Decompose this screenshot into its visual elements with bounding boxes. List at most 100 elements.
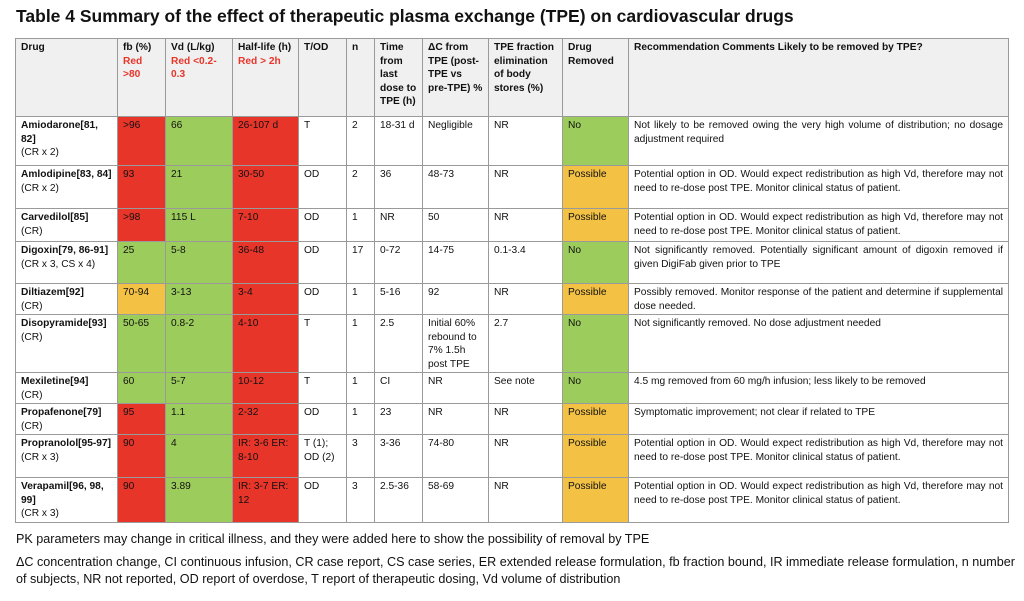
evidence-type: (CR x 3, CS x 4) xyxy=(21,258,96,270)
cell-value: 50-65 xyxy=(123,318,150,329)
cell-value: Possible xyxy=(568,438,607,449)
cell-value: 1 xyxy=(352,287,358,298)
cell-hl: 4-10 xyxy=(232,314,299,373)
cell-vd: 5-8 xyxy=(165,241,233,284)
cell-value: NR xyxy=(494,438,509,449)
cell-value: 3 xyxy=(352,438,358,449)
cell-drug: Carvedilol[85] (CR) xyxy=(15,208,118,242)
evidence-type: (CR x 3) xyxy=(21,451,59,463)
cell-n: 1 xyxy=(346,208,375,242)
column-header: fb (%) Red >80 xyxy=(117,38,166,117)
cell-value: >96 xyxy=(123,120,141,131)
cell-value: Not significantly removed. No dose adjus… xyxy=(634,318,881,329)
cell-n: 2 xyxy=(346,165,375,209)
cell-value: Initial 60% rebound to 7% 1.5h post TPE xyxy=(428,318,477,370)
cell-drug: Disopyramide[93] (CR) xyxy=(15,314,118,373)
cell-drug: Propafenone[79] (CR) xyxy=(15,403,118,435)
table-row: Digoxin[79, 86-91] (CR x 3, CS x 4) 25 5-8 3… xyxy=(15,241,1009,284)
column-header: TPE fraction elimination of body stores … xyxy=(488,38,563,117)
cell-drug: Propranolol[95-97] (CR x 3) xyxy=(15,434,118,478)
table-row: Mexiletine[94] (CR) 60 5-7 10-12 T 1 CI NR See no… xyxy=(15,372,1009,404)
column-header-label: Vd (L/kg) xyxy=(171,42,215,53)
drug-name: Verapamil[96, 98, 99] xyxy=(21,481,104,506)
evidence-type: (CR x 2) xyxy=(21,182,59,194)
table-row: Propranolol[95-97] (CR x 3) 90 4 IR: 3-6 ER:… xyxy=(15,434,1009,478)
cell-value: 3-36 xyxy=(380,438,401,449)
drug-name: Carvedilol[85] xyxy=(21,212,89,223)
cell-value: OD xyxy=(304,212,320,223)
cell-value: NR xyxy=(428,376,443,387)
cell-value: IR: 3-6 ER: 8-10 xyxy=(238,438,289,463)
cell-value: 7-10 xyxy=(238,212,259,223)
cell-hl: 10-12 xyxy=(232,372,299,404)
cell-tod: OD xyxy=(298,477,347,523)
cell-value: OD xyxy=(304,481,320,492)
drug-name: Digoxin[79, 86-91] xyxy=(21,245,109,256)
cell-dc: 92 xyxy=(422,283,489,315)
cell-fb: >98 xyxy=(117,208,166,242)
column-header: T/OD xyxy=(298,38,347,117)
cell-value: NR xyxy=(380,212,395,223)
cell-value: 2 xyxy=(352,120,358,131)
cell-value: 2-32 xyxy=(238,407,259,418)
cell-value: NR xyxy=(494,212,509,223)
column-header-label: Half-life (h) xyxy=(238,42,292,53)
cell-hl: 3-4 xyxy=(232,283,299,315)
cell-value: 95 xyxy=(123,407,135,418)
cell-time: 2.5-36 xyxy=(374,477,423,523)
table-row: Propafenone[79] (CR) 95 1.1 2-32 OD 1 23 NR NR Pos… xyxy=(15,403,1009,435)
cell-drug: Mexiletine[94] (CR) xyxy=(15,372,118,404)
cell-value: Negligible xyxy=(428,120,473,131)
cell-value: Possible xyxy=(568,407,607,418)
cell-fb: 90 xyxy=(117,477,166,523)
cell-value: Potential option in OD. Would expect red… xyxy=(634,481,1003,506)
cell-time: 5-16 xyxy=(374,283,423,315)
table-row: Verapamil[96, 98, 99] (CR x 3) 90 3.89 IR: 3… xyxy=(15,477,1009,523)
cell-value: 48-73 xyxy=(428,169,455,180)
cell-time: 18-31 d xyxy=(374,116,423,166)
cell-value: OD xyxy=(304,287,320,298)
cell-value: 93 xyxy=(123,169,135,180)
cell-value: 70-94 xyxy=(123,287,150,298)
drug-name: Propafenone[79] xyxy=(21,407,102,418)
cell-frac: NR xyxy=(488,403,563,435)
cell-fb: >96 xyxy=(117,116,166,166)
cell-value: Possible xyxy=(568,169,607,180)
drug-name: Disopyramide[93] xyxy=(21,318,107,329)
cell-fb: 93 xyxy=(117,165,166,209)
cell-dc: NR xyxy=(422,403,489,435)
cell-hl: 26-107 d xyxy=(232,116,299,166)
table-row: Amiodarone[81, 82] (CR x 2) >96 66 26-107 d T… xyxy=(15,116,1009,166)
cell-fb: 25 xyxy=(117,241,166,284)
cell-n: 1 xyxy=(346,403,375,435)
cell-value: 58-69 xyxy=(428,481,455,492)
cell-value: Possible xyxy=(568,212,607,223)
table-row: Carvedilol[85] (CR) >98 115 L 7-10 OD 1 NR 50 NR P… xyxy=(15,208,1009,242)
cell-value: 17 xyxy=(352,245,364,256)
cell-value: 90 xyxy=(123,438,135,449)
column-header: n xyxy=(346,38,375,117)
cell-drug: Amiodarone[81, 82] (CR x 2) xyxy=(15,116,118,166)
cell-n: 17 xyxy=(346,241,375,284)
cell-value: 5-16 xyxy=(380,287,401,298)
cell-rec: Not likely to be removed owing the very … xyxy=(628,116,1009,166)
cell-value: NR xyxy=(494,120,509,131)
cell-value: Potential option in OD. Would expect red… xyxy=(634,438,1003,463)
column-header-label: n xyxy=(352,42,359,53)
cell-tod: OD xyxy=(298,283,347,315)
cell-frac: 0.1-3.4 xyxy=(488,241,563,284)
drug-table: Drug fb (%) Red >80 Vd (L/kg) Red <0.2-0.3 Ha… xyxy=(15,38,1009,523)
cell-value: OD xyxy=(304,169,320,180)
cell-frac: See note xyxy=(488,372,563,404)
cell-n: 1 xyxy=(346,314,375,373)
cell-value: 21 xyxy=(171,169,183,180)
cell-value: 36 xyxy=(380,169,392,180)
cell-value: 0.1-3.4 xyxy=(494,245,526,256)
cell-value: 2.5-36 xyxy=(380,481,409,492)
cell-vd: 115 L xyxy=(165,208,233,242)
cell-hl: 36-48 xyxy=(232,241,299,284)
column-header-label: fb (%) xyxy=(123,42,152,53)
cell-value: 23 xyxy=(380,407,392,418)
cell-value: No xyxy=(568,245,582,256)
cell-frac: 2.7 xyxy=(488,314,563,373)
